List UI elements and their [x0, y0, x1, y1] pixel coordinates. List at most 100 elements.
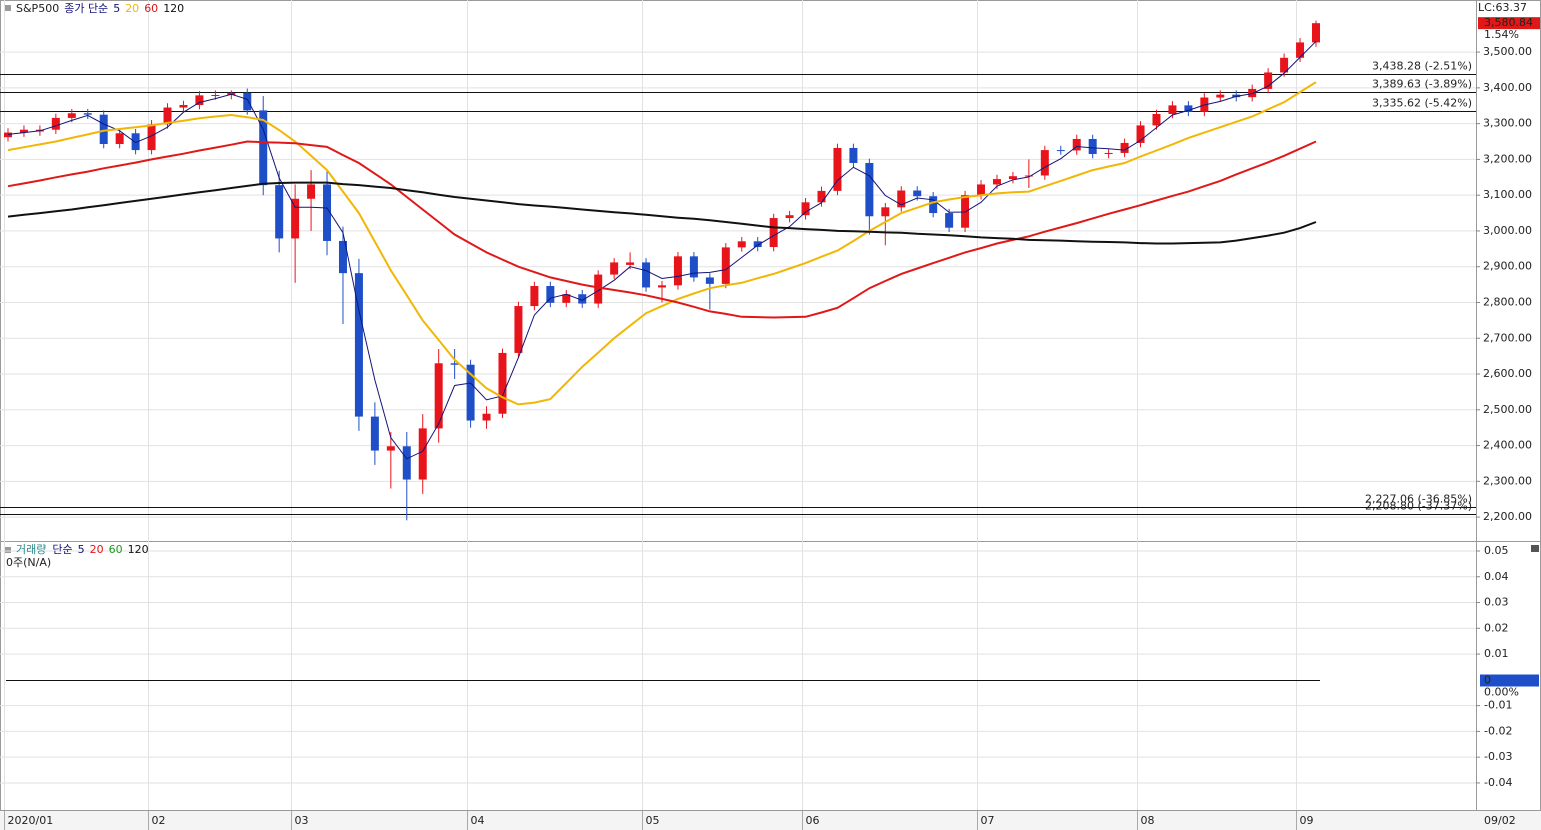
current-change: 0.00% — [1484, 686, 1519, 699]
candle-body — [19, 129, 28, 133]
candle-body — [673, 256, 682, 286]
candle-body — [897, 190, 906, 208]
legend-entry: 20 — [125, 2, 139, 15]
candle-body — [275, 185, 284, 239]
y-tick-label: 2,500.00 — [1483, 403, 1532, 416]
candle-body — [721, 247, 730, 284]
y-tick-label: 0.05 — [1484, 544, 1509, 557]
candle-body — [737, 241, 746, 248]
candle-body — [67, 113, 76, 118]
candle-body — [546, 286, 555, 303]
legend-entry: 120 — [163, 2, 184, 15]
candle-body — [163, 107, 172, 125]
legend-icon — [5, 5, 11, 11]
y-tick-label: -0.04 — [1484, 776, 1512, 789]
candle-body — [370, 416, 379, 451]
y-tick-label: 3,100.00 — [1483, 188, 1532, 201]
candle-body — [514, 306, 523, 353]
candle-body — [386, 446, 395, 451]
date-label: 09/02 — [1484, 814, 1516, 827]
y-tick-label: 2,800.00 — [1483, 295, 1532, 308]
candle-body — [1280, 57, 1289, 73]
candle-body — [992, 179, 1001, 185]
candle-body — [323, 184, 332, 241]
legend-entry: 60 — [109, 543, 123, 556]
x-tick-label: 09 — [1300, 814, 1314, 827]
candle-body — [1216, 94, 1225, 98]
legend-label: 종가 단순 — [64, 2, 108, 15]
candle-body — [195, 95, 204, 106]
candle-body — [354, 273, 363, 417]
candle-body — [1072, 139, 1081, 151]
x-tick-label: 05 — [646, 814, 660, 827]
candle-body — [338, 240, 347, 274]
legend-title: S&P500 — [16, 2, 59, 15]
lc-label: LC:63.37 — [1478, 1, 1527, 14]
candle-body — [881, 207, 890, 217]
grid — [0, 0, 1476, 810]
x-axis-strip — [0, 811, 1541, 830]
candle-body — [865, 162, 874, 217]
candle-body — [578, 294, 587, 304]
candle-body — [849, 147, 858, 163]
x-tick-label: 04 — [471, 814, 485, 827]
y-tick-label: 2,400.00 — [1483, 439, 1532, 452]
candle-body — [1152, 113, 1161, 126]
legend: 거래량 단순 5 20 60 120 — [16, 543, 149, 556]
legend-entry: 5 — [113, 2, 120, 15]
candle-body — [1312, 23, 1320, 43]
candle-body — [594, 274, 603, 304]
candle-body — [307, 184, 316, 199]
y-tick-label: -0.02 — [1484, 724, 1512, 737]
close-icon[interactable] — [1531, 545, 1539, 552]
candle-body — [99, 114, 108, 145]
candle-body — [259, 110, 268, 186]
candle-body — [1248, 88, 1257, 98]
candle-body — [1088, 139, 1097, 155]
y-tick-label: 2,600.00 — [1483, 367, 1532, 380]
candle-body — [466, 364, 475, 421]
candle-body — [929, 196, 938, 214]
candle-body — [705, 277, 714, 284]
y-tick-label: 3,500.00 — [1483, 45, 1532, 58]
level-label: 3,438.28 (-2.51%) — [1372, 60, 1472, 73]
y-tick-label: 0.01 — [1484, 647, 1509, 660]
candle-body — [1056, 150, 1065, 152]
y-tick-label: -0.03 — [1484, 750, 1512, 763]
candle-body — [1264, 72, 1273, 89]
x-tick-label: 06 — [806, 814, 820, 827]
candle-body — [1040, 150, 1049, 176]
candle-body — [51, 117, 60, 130]
candle-body — [131, 133, 140, 151]
candle-body — [243, 92, 252, 111]
legend-entry: 20 — [90, 543, 104, 556]
y-tick-label: 2,900.00 — [1483, 260, 1532, 273]
last-price-box — [1478, 17, 1540, 30]
y-tick-label: -0.01 — [1484, 699, 1512, 712]
candle-body — [1136, 125, 1145, 143]
legend-title: 거래량 — [16, 543, 46, 556]
candle-body — [179, 105, 188, 108]
plot — [0, 20, 1476, 681]
y-tick-label: 3,400.00 — [1483, 81, 1532, 94]
legend-label: 단순 — [52, 543, 72, 556]
legend-entry: 5 — [78, 543, 85, 556]
legend: S&P500 종가 단순 5 20 60 120 — [16, 2, 184, 15]
candle-body — [83, 113, 92, 115]
ma-line — [7, 40, 1317, 460]
candle-body — [1104, 152, 1113, 155]
ma-line — [7, 181, 1317, 245]
y-tick-label: 3,200.00 — [1483, 152, 1532, 165]
x-tick-label: 03 — [295, 814, 309, 827]
candle-body — [817, 190, 826, 203]
y-tick-label: 2,700.00 — [1483, 331, 1532, 344]
candle-body — [977, 184, 986, 196]
legend-icon — [5, 547, 11, 553]
status: 0주(N/A) — [6, 556, 51, 569]
ma-line — [7, 81, 1317, 406]
candle-body — [1008, 176, 1017, 180]
candle-body — [4, 132, 12, 138]
legend-entry: 120 — [128, 543, 149, 556]
last-change: 1.54% — [1484, 28, 1519, 41]
